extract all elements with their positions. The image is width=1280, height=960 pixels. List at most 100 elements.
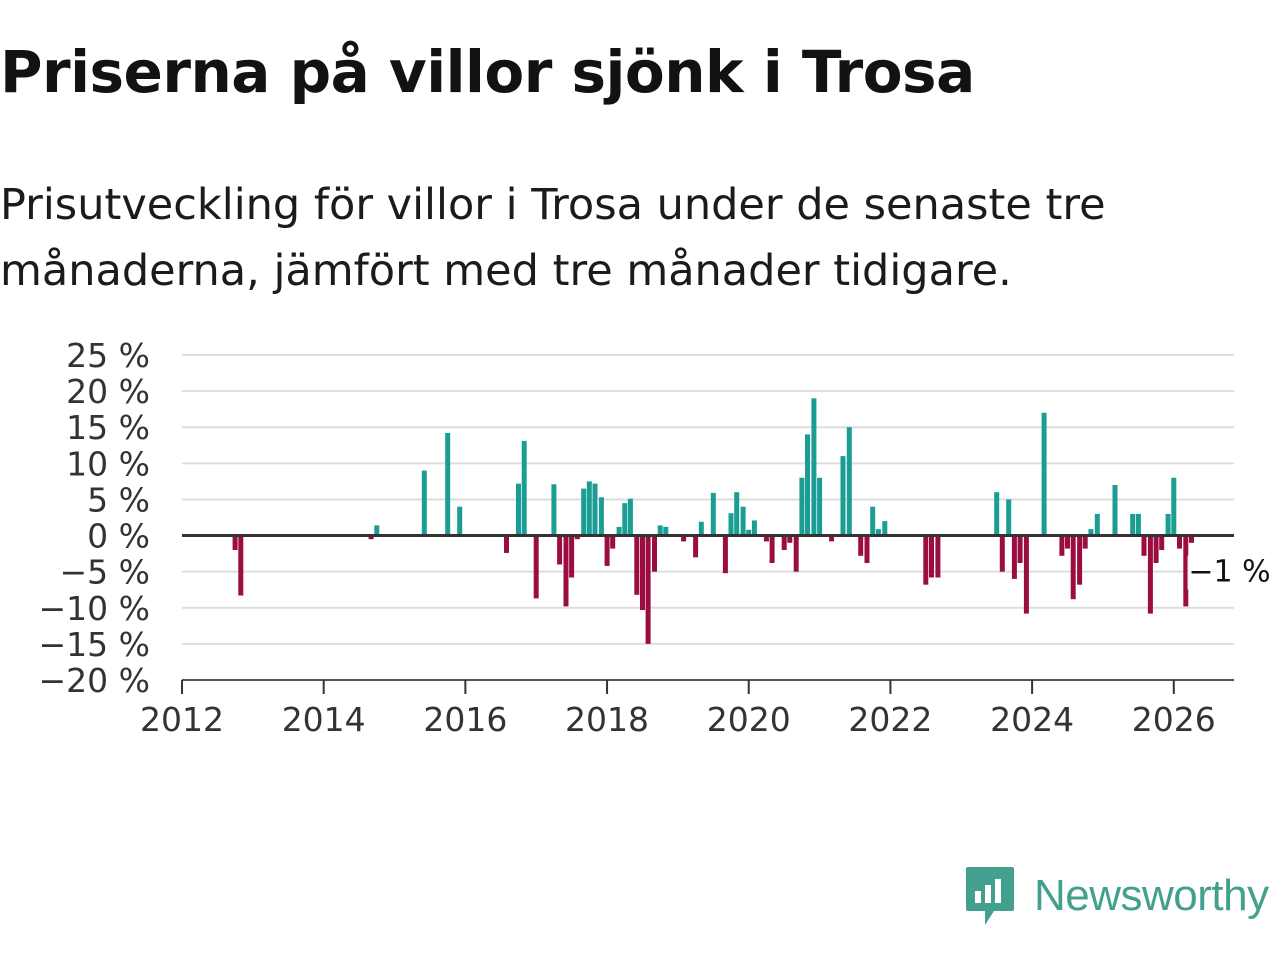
bar xyxy=(551,484,557,536)
price-change-bar-chart: 25 %20 %15 %10 %5 %0 %−5 %−10 %−15 %−20 … xyxy=(39,336,1272,739)
y-tick-label: 20 % xyxy=(66,372,150,411)
bar xyxy=(734,492,740,536)
bar xyxy=(645,535,651,644)
bar xyxy=(811,398,817,536)
bar xyxy=(681,535,687,542)
bar xyxy=(598,497,604,536)
bar xyxy=(421,470,427,536)
bar xyxy=(722,535,728,574)
bar xyxy=(640,535,645,610)
y-tick-label: 15 % xyxy=(66,408,150,447)
bar xyxy=(1059,535,1065,556)
x-tick-label: 2016 xyxy=(423,700,507,739)
bar xyxy=(846,427,852,536)
bar xyxy=(504,535,509,553)
bar xyxy=(445,433,451,536)
x-tick-label: 2022 xyxy=(848,700,932,739)
bar xyxy=(799,477,805,536)
y-tick-label: −5 % xyxy=(60,553,151,592)
x-tick-label: 2012 xyxy=(140,700,224,739)
axes xyxy=(181,534,1234,694)
bar xyxy=(374,525,380,536)
x-tick-label: 2026 xyxy=(1132,700,1216,739)
bar xyxy=(574,535,580,540)
bar xyxy=(935,535,941,578)
bar xyxy=(817,477,823,536)
x-tick-label: 2020 xyxy=(707,700,791,739)
bar xyxy=(1023,535,1029,614)
bar xyxy=(1189,535,1194,543)
bar xyxy=(882,521,888,536)
bar xyxy=(746,529,752,536)
bar xyxy=(805,434,810,536)
bar xyxy=(1017,535,1023,563)
bar xyxy=(769,535,775,563)
bar xyxy=(652,535,657,572)
bar xyxy=(1153,535,1159,563)
bar xyxy=(994,492,1000,536)
bar xyxy=(627,498,633,536)
bar xyxy=(1147,535,1153,614)
bar xyxy=(592,483,598,536)
bar xyxy=(728,513,734,536)
x-tick-label: 2024 xyxy=(990,700,1074,739)
newsworthy-logo: Newsworthy xyxy=(964,864,1269,928)
bar xyxy=(1065,535,1070,549)
y-tick-label: −10 % xyxy=(39,589,151,628)
bar xyxy=(232,535,238,550)
bar xyxy=(557,535,563,565)
bar xyxy=(663,526,669,536)
bar xyxy=(751,520,757,536)
bar xyxy=(1088,529,1094,536)
brand-name: Newsworthy xyxy=(1034,871,1269,920)
bar xyxy=(616,526,622,536)
bar xyxy=(1177,535,1182,549)
bar xyxy=(840,456,846,536)
bar xyxy=(858,535,864,556)
bar xyxy=(1011,535,1017,579)
bar xyxy=(1159,535,1165,550)
y-tick-label: 5 % xyxy=(87,480,150,519)
y-tick-label: 10 % xyxy=(66,444,150,483)
bar xyxy=(1141,535,1147,556)
bar xyxy=(1165,513,1171,536)
bar xyxy=(999,535,1005,572)
bar xyxy=(864,535,870,563)
bar xyxy=(1094,513,1100,536)
bar xyxy=(763,535,769,542)
last-value-label: −1 % xyxy=(1188,555,1270,590)
y-tick-label: 25 % xyxy=(66,336,150,375)
x-tick-label: 2014 xyxy=(282,700,366,739)
bar xyxy=(521,440,527,536)
bar xyxy=(533,535,539,599)
bar xyxy=(1183,535,1189,607)
bar xyxy=(740,506,746,536)
bar xyxy=(622,503,628,536)
y-tick-label: −20 % xyxy=(39,661,151,700)
bar xyxy=(793,535,799,572)
bar xyxy=(1171,477,1177,536)
bar xyxy=(1135,513,1141,536)
x-axis-labels: 2012 2014 2016 2018 2020 2022 2024 2026 xyxy=(140,700,1216,739)
bar xyxy=(586,481,592,536)
bar xyxy=(1006,499,1012,536)
bar xyxy=(929,535,934,578)
bar xyxy=(516,483,521,536)
value-label-background xyxy=(1187,555,1272,590)
bar xyxy=(1077,535,1083,585)
bar xyxy=(710,492,716,536)
bar xyxy=(563,535,569,607)
x-tick-label: 2018 xyxy=(565,700,649,739)
bar xyxy=(829,535,835,542)
bar xyxy=(657,525,663,536)
bar xyxy=(457,506,463,536)
bar xyxy=(368,535,374,540)
bar xyxy=(634,535,640,595)
annotations: −1 % xyxy=(1187,555,1272,590)
bar xyxy=(1082,535,1088,549)
bar xyxy=(875,529,881,536)
bar xyxy=(781,535,787,550)
bar xyxy=(569,535,575,578)
y-tick-label: −15 % xyxy=(39,625,151,664)
bar xyxy=(923,535,929,585)
